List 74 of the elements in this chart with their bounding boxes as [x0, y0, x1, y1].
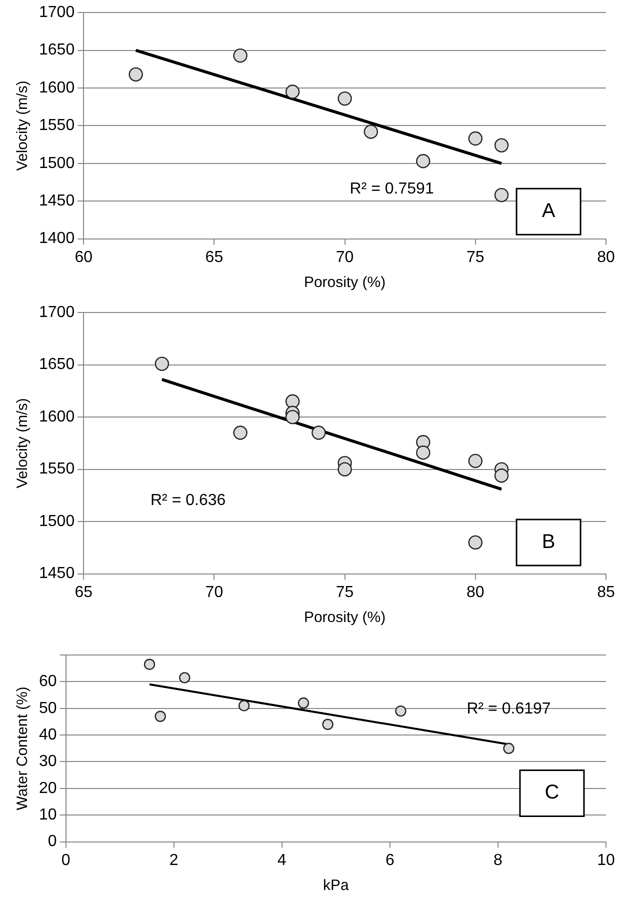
annotation: A	[542, 200, 556, 222]
x-tick-label: 65	[74, 584, 93, 601]
point	[416, 446, 430, 460]
point	[144, 658, 156, 670]
x-axis-title: kPa	[322, 877, 350, 894]
point	[233, 426, 248, 440]
x-axis-title: Porosity (%)	[304, 609, 386, 626]
x-tick-label: 60	[74, 248, 93, 266]
y-tick-label: 60	[39, 673, 57, 690]
point	[285, 84, 300, 99]
point	[154, 710, 166, 722]
y-tick-label: 1600	[39, 408, 75, 426]
x-tick-label: 80	[597, 248, 615, 266]
point	[416, 154, 430, 168]
y-tick-label: 30	[39, 753, 57, 770]
x-tick-label: 75	[466, 248, 484, 266]
y-tick-label: 50	[39, 700, 57, 717]
x-tick-label: 85	[597, 584, 615, 601]
y-tick-label: 1450	[39, 565, 75, 582]
point	[395, 705, 406, 717]
point	[494, 468, 509, 483]
y-axis-title: Velocity (m/s)	[14, 398, 32, 488]
point	[298, 697, 310, 709]
annotation: R² = 0.636	[150, 492, 226, 510]
y-tick-label: 1550	[39, 460, 75, 478]
y-tick-label: 0	[48, 833, 57, 850]
point	[179, 672, 190, 684]
y-tick-label: 10	[39, 806, 57, 824]
y-tick-label: 1600	[39, 79, 75, 96]
point	[338, 91, 352, 106]
x-tick-label: 65	[205, 248, 224, 266]
point	[285, 394, 300, 409]
y-axis-title: Water Content (%)	[14, 686, 32, 810]
x-tick-label: 70	[205, 584, 224, 601]
annotation: R² = 0.7591	[350, 180, 434, 198]
y-tick-label: 1450	[39, 192, 75, 210]
y-tick-label: 1550	[39, 117, 75, 134]
annotation: B	[542, 530, 556, 553]
x-tick-label: 4	[277, 852, 286, 869]
y-tick-label: 1400	[39, 230, 75, 248]
point	[468, 454, 482, 468]
point	[503, 742, 514, 754]
x-tick-label: 75	[336, 584, 354, 601]
point	[285, 410, 300, 424]
annotation: C	[544, 782, 560, 804]
point	[494, 188, 509, 202]
annotation: R² = 0.6197	[466, 700, 551, 718]
point	[468, 131, 482, 146]
y-axis-title: Velocity (m/s)	[14, 80, 32, 171]
point	[312, 426, 326, 440]
y-tick-label: 1700	[39, 4, 75, 22]
point	[494, 138, 509, 152]
y-tick-label: 1650	[39, 42, 75, 59]
point	[238, 700, 250, 712]
x-tick-label: 10	[597, 852, 615, 869]
y-tick-label: 40	[39, 726, 57, 744]
y-tick-label: 20	[39, 780, 57, 797]
x-axis-title: Porosity (%)	[304, 274, 386, 292]
point	[233, 48, 248, 63]
point	[364, 124, 378, 139]
point	[322, 718, 334, 730]
y-tick-label: 1500	[39, 512, 75, 530]
y-tick-label: 1650	[39, 356, 75, 374]
x-tick-label: 70	[336, 248, 354, 266]
x-tick-label: 8	[494, 852, 503, 869]
point	[128, 67, 143, 82]
x-tick-label: 6	[385, 852, 394, 869]
point	[154, 356, 170, 371]
point	[468, 535, 482, 550]
point	[338, 462, 352, 476]
y-tick-label: 1500	[39, 154, 75, 172]
y-tick-label: 1700	[39, 304, 75, 322]
x-tick-label: 80	[466, 584, 484, 601]
x-tick-label: 2	[169, 852, 178, 869]
